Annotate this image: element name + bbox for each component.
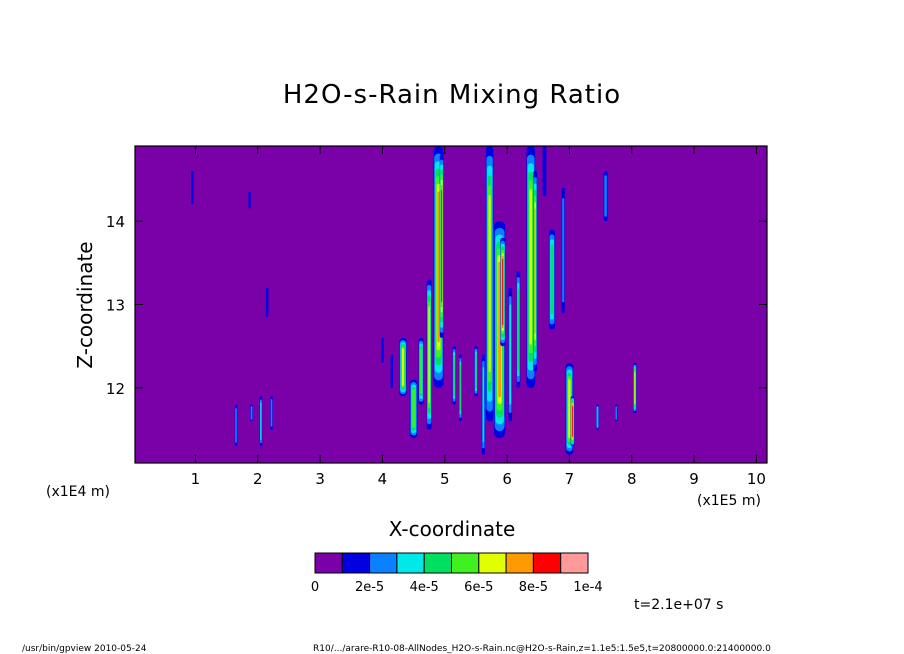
x-axis: 1 2 3 4 5 6 7 8 9 10 — [191, 146, 766, 488]
x-axis-unit: (x1E5 m) — [697, 493, 761, 509]
heatmap-cell-32-level-4 — [596, 408, 598, 426]
x-tick-label-4: 5 — [440, 470, 450, 488]
heatmap-cell-30-level-8 — [572, 405, 573, 437]
heatmap-cell-2-level-1 — [265, 287, 269, 318]
colorbar-swatch-1 — [341, 552, 371, 574]
heatmap-cell-6-level-2 — [270, 399, 273, 427]
colorbar-labels: 0 2e-5 4e-5 6e-5 8e-5 1e-4 — [311, 580, 603, 595]
heatmap-cell-28-level-2 — [562, 198, 565, 303]
colorbar-label-2: 4e-5 — [410, 580, 439, 595]
heatmap-cell-19-level-6 — [488, 195, 491, 373]
heatmap-cell-11-level-5 — [420, 348, 422, 394]
colorbar-swatch-0 — [314, 552, 343, 574]
x-tick-label-3: 4 — [378, 470, 388, 488]
x-axis-label: X-coordinate — [389, 517, 516, 541]
colorbar-label-5: 1e-4 — [573, 580, 602, 595]
colorbar-swatch-6 — [478, 552, 507, 574]
heatmap-cell-14-level-8 — [441, 190, 443, 303]
heatmap-cell-13-level-7 — [437, 191, 440, 343]
heatmap-cell-27-level-4 — [550, 244, 554, 315]
heatmap-cell-18-level-3 — [482, 367, 485, 443]
heatmap-cell-23-level-4 — [517, 288, 520, 371]
time-label: t=2.1e+07 s — [634, 597, 723, 613]
y-tick-label-2: 14 — [106, 213, 125, 231]
heatmap-cells — [191, 146, 637, 455]
heatmap-cell-34-level-6 — [634, 371, 636, 405]
colorbar-swatch-9 — [560, 552, 589, 574]
y-axis-unit: (x1E4 m) — [46, 484, 110, 500]
heatmap-cell-0-level-1 — [191, 171, 194, 205]
heatmap-cell-3-level-2 — [235, 408, 237, 443]
heatmap-cell-8-level-1 — [390, 354, 393, 388]
heatmap-cell-17-level-4 — [475, 353, 477, 389]
x-tick-label-9: 10 — [747, 470, 766, 488]
heatmap-cell-25-level-7 — [534, 208, 536, 334]
heatmap-cell-16-level-4 — [459, 364, 461, 412]
y-tick-label-0: 12 — [106, 380, 125, 398]
colorbar-swatch-4 — [423, 552, 453, 574]
colorbar-label-1: 2e-5 — [355, 580, 384, 595]
heatmap-cell-21-level-8 — [502, 258, 504, 326]
x-tick-label-7: 8 — [627, 470, 637, 488]
heatmap-cell-10-level-5 — [412, 389, 415, 429]
heatmap-cell-26-level-1 — [542, 146, 547, 197]
colorbar-swatch-2 — [369, 552, 398, 574]
colorbar-swatch-8 — [532, 552, 562, 574]
colorbar-label-0: 0 — [311, 580, 319, 595]
plot-area — [134, 145, 768, 464]
colorbar — [314, 552, 589, 574]
colorbar-swatch-7 — [505, 552, 534, 574]
x-tick-label-0: 1 — [191, 470, 201, 488]
x-tick-label-2: 3 — [315, 470, 325, 488]
heatmap-cell-12-level-6 — [428, 306, 430, 403]
heatmap-cell-31-level-2 — [604, 175, 607, 217]
x-tick-label-8: 9 — [689, 470, 699, 488]
heatmap-cell-7-level-1 — [381, 337, 384, 363]
x-tick-label-5: 6 — [502, 470, 512, 488]
y-axis-label: Z-coordinate — [73, 241, 97, 368]
heatmap-cell-15-level-4 — [453, 354, 455, 396]
heatmap-cell-24-level-6 — [529, 189, 533, 345]
plot-background — [135, 146, 767, 463]
heatmap-cell-9-level-6 — [401, 348, 405, 386]
heatmap-cell-33-level-2 — [615, 405, 617, 420]
colorbar-label-3: 6e-5 — [464, 580, 493, 595]
colorbar-swatch-3 — [396, 552, 425, 574]
heatmap-cell-5-level-3 — [260, 402, 262, 441]
footer-right: R10/.../arare-R10-08-AllNodes_H2O-s-Rain… — [313, 644, 771, 654]
heatmap-cell-22-level-3 — [509, 304, 512, 405]
colorbar-swatch-5 — [451, 552, 480, 574]
x-tick-label-1: 2 — [253, 470, 263, 488]
chart-title: H2O-s-Rain Mixing Ratio — [283, 80, 621, 110]
colorbar-label-4: 8e-5 — [519, 580, 548, 595]
heatmap-cell-4-level-2 — [250, 405, 253, 420]
y-tick-label-1: 13 — [106, 297, 125, 315]
heatmap-cell-29-level-6 — [568, 379, 571, 439]
y-axis: 12 13 14 — [106, 213, 767, 398]
heatmap-cell-1-level-1 — [248, 191, 251, 209]
x-tick-label-6: 7 — [565, 470, 575, 488]
footer-left: /usr/bin/gpview 2010-05-24 — [22, 644, 147, 654]
